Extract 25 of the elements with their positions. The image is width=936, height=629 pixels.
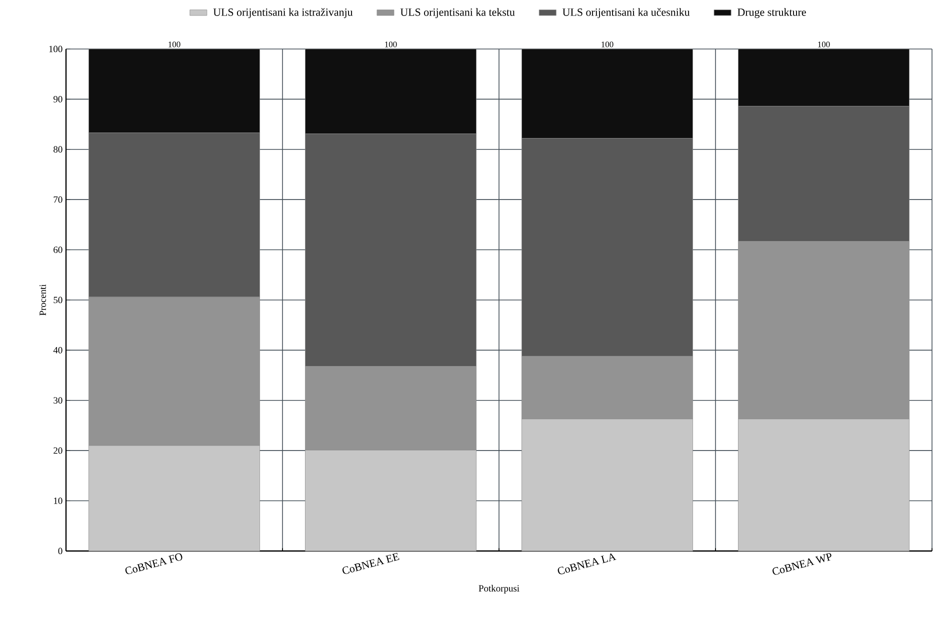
y-tick-label: 10 — [54, 498, 62, 504]
y-tick-label: 20 — [54, 447, 62, 454]
x-tick-label: CoBNEA LA — [558, 553, 616, 574]
x-tick-label: CoBNEA EE — [342, 552, 400, 574]
y-tick-label: 70 — [54, 196, 62, 203]
y-axis-title: Procenti — [40, 284, 46, 316]
y-tick-label: 40 — [53, 346, 62, 354]
y-tick-label: 90 — [54, 96, 62, 102]
y-tick-label: 30 — [54, 397, 62, 404]
legend-label: Druge strukture — [738, 8, 806, 18]
x-axis-title: Potkorpusi — [478, 584, 520, 594]
y-tick-label: 0 — [58, 548, 62, 554]
y-tick-label: 60 — [54, 246, 62, 253]
y-tick-label: 100 — [49, 46, 62, 52]
legend-label: ULS orijentisani ka tekstu — [400, 8, 515, 18]
x-tick-label: CoBNEA FO — [125, 553, 182, 574]
x-tick-label: CoBNEA WP — [772, 553, 832, 575]
total-label: 100 — [385, 42, 397, 48]
total-label: 100 — [602, 42, 614, 48]
y-tick-label: 80 — [54, 146, 62, 153]
y-tick-label: 50 — [54, 296, 62, 304]
total-label: 100 — [168, 42, 180, 48]
total-label: 100 — [818, 42, 830, 48]
legend-label: ULS orijentisani ka učesniku — [562, 8, 690, 18]
legend-label: ULS orijentisani ka istraživanju — [213, 8, 353, 18]
